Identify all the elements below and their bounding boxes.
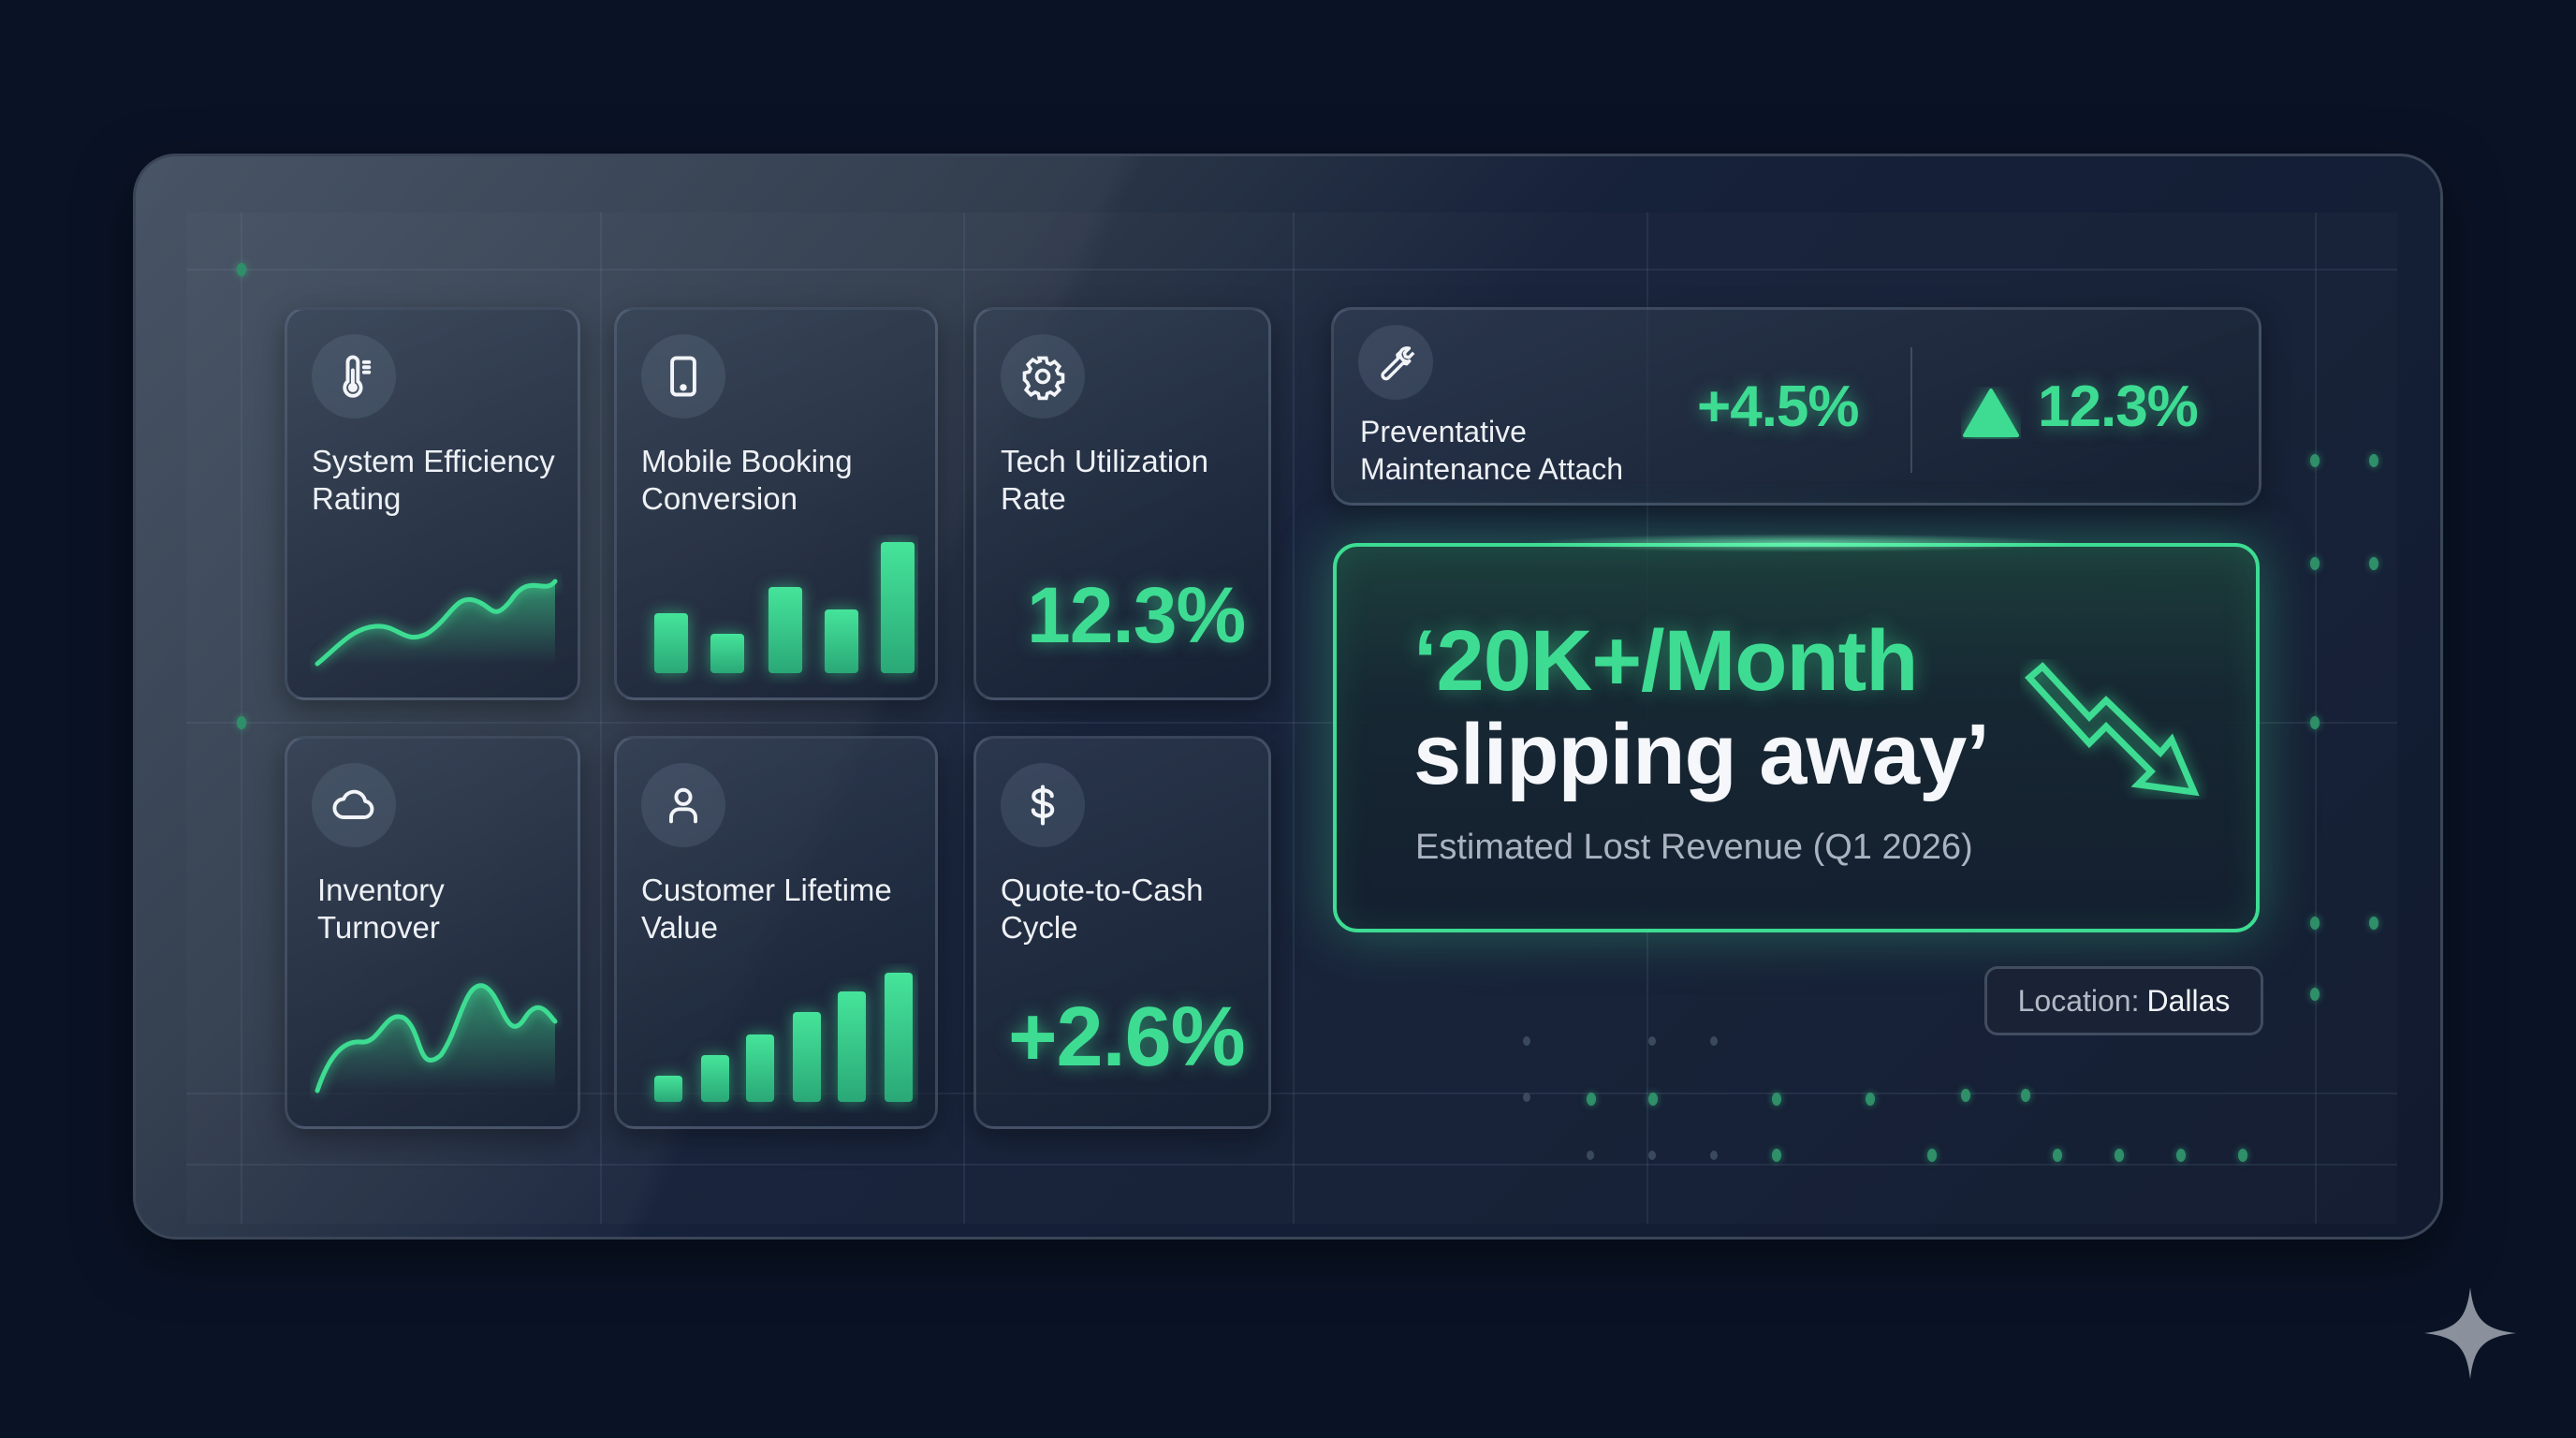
grid-dot <box>1587 1151 1594 1160</box>
icon-badge <box>312 334 396 418</box>
icon-badge <box>312 763 396 847</box>
card-label: Inventory Turnover <box>317 873 445 945</box>
grid-dot <box>1648 1151 1656 1160</box>
grid-dot <box>2310 988 2320 1001</box>
sparkle-icon <box>2424 1287 2516 1379</box>
card-label: Tech Utilization Rate <box>1001 444 1208 516</box>
grid-dot <box>1710 1151 1718 1160</box>
grid-dot <box>1523 1093 1530 1102</box>
grid-line <box>1293 213 1295 1224</box>
grid-dot <box>2053 1149 2062 1162</box>
bar-chart <box>654 542 915 673</box>
grid-dot <box>1927 1149 1937 1162</box>
grid-dot <box>2021 1089 2030 1102</box>
wrench-icon <box>1381 345 1415 381</box>
card-customer-lifetime-value[interactable]: Customer Lifetime Value <box>614 736 938 1129</box>
hero-headline-amount: ‘20K+/Month <box>1413 613 1918 709</box>
grid-line <box>963 213 965 1224</box>
grid-dot <box>2310 557 2320 570</box>
metric-value: 12.3% <box>1027 571 1246 659</box>
grid-dot <box>2369 917 2378 930</box>
hero-headline-text: slipping away’ <box>1413 707 1990 802</box>
grid-line <box>186 269 2397 271</box>
card-preventative-maintenance[interactable]: Preventative Maintenance Attach +4.5% 12… <box>1331 307 2261 506</box>
grid-dot <box>1961 1089 1970 1102</box>
grid-dot <box>237 263 246 276</box>
bar-chart <box>654 973 913 1102</box>
lost-revenue-hero-card[interactable]: ‘20K+/Month slipping away’ Estimated Los… <box>1333 534 2260 932</box>
card-label: Preventative Maintenance Attach <box>1360 415 1624 486</box>
icon-badge <box>1358 325 1433 400</box>
card-system-efficiency[interactable]: System Efficiency Rating <box>285 307 580 700</box>
grid-dot <box>2310 917 2320 930</box>
icon-badge <box>641 763 725 847</box>
metric-value: +2.6% <box>1008 990 1246 1084</box>
location-value: Dallas <box>2146 983 2231 1018</box>
thermometer-icon <box>343 355 372 398</box>
grid-dot <box>237 716 246 729</box>
divider <box>1910 347 1912 473</box>
card-label: Customer Lifetime Value <box>641 873 892 945</box>
card-label: Mobile Booking Conversion <box>641 444 853 516</box>
grid-line <box>186 722 2397 724</box>
card-tech-utilization[interactable]: Tech Utilization Rate 12.3% <box>973 307 1271 700</box>
grid-dot <box>2310 454 2320 467</box>
grid-dot <box>1866 1093 1875 1106</box>
grid-dot <box>1648 1093 1658 1106</box>
icon-badge <box>641 334 725 418</box>
grid-line <box>600 213 602 1224</box>
card-label: Quote-to-Cash Cycle <box>1001 873 1204 945</box>
grid-dot <box>2369 454 2378 467</box>
gear-icon <box>1022 356 1065 401</box>
location-tag[interactable]: Location: Dallas <box>1984 966 2263 1035</box>
grid-dot <box>1648 1036 1656 1046</box>
grid-dot <box>1772 1149 1781 1162</box>
hero-subtitle: Estimated Lost Revenue (Q1 2026) <box>1415 828 1973 867</box>
grid-dot <box>1772 1093 1781 1106</box>
change-value: +4.5% <box>1697 374 1860 439</box>
grid-dot <box>1523 1036 1530 1046</box>
trend-value: 12.3% <box>2038 374 2199 439</box>
dollar-icon <box>1031 785 1055 826</box>
icon-badge <box>1001 763 1085 847</box>
cloud-icon <box>332 789 374 819</box>
grid-dot <box>1587 1093 1596 1106</box>
trend-down-arrow-icon <box>2024 662 2200 797</box>
card-inventory-turnover[interactable]: Inventory Turnover <box>285 736 580 1129</box>
icon-badge <box>1001 334 1085 418</box>
user-icon <box>669 787 697 824</box>
grid-dot <box>2176 1149 2186 1162</box>
grid-dot <box>2310 716 2320 729</box>
grid-line <box>186 1093 2397 1094</box>
card-label: System Efficiency Rating <box>312 444 555 516</box>
card-quote-to-cash[interactable]: Quote-to-Cash Cycle +2.6% <box>973 736 1271 1129</box>
sparkline-area-chart <box>315 579 558 667</box>
location-key: Location: <box>2017 983 2140 1018</box>
grid-dot <box>2115 1149 2124 1162</box>
sparkline-area-chart <box>315 983 558 1093</box>
card-mobile-booking[interactable]: Mobile Booking Conversion <box>614 307 938 700</box>
grid-dot <box>2369 557 2378 570</box>
glow-accent <box>1524 534 2076 552</box>
grid-line <box>186 1164 2397 1166</box>
grid-dot <box>1710 1036 1718 1046</box>
tablet-icon <box>670 356 696 397</box>
grid-dot <box>2238 1149 2247 1162</box>
trend-up-triangle-icon <box>1963 389 2019 437</box>
